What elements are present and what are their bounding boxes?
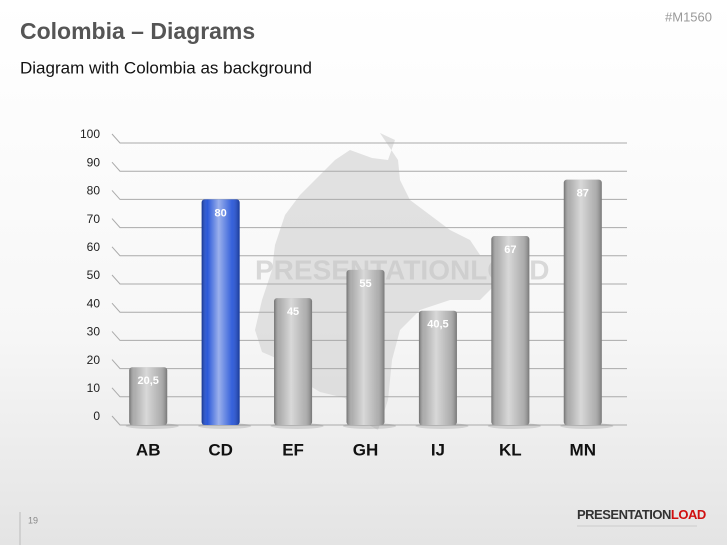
bar-shine (129, 367, 168, 425)
x-tick-label: CD (208, 440, 233, 459)
logo: PRESENTATIONLOAD (577, 507, 706, 522)
value-label: 87 (577, 188, 589, 200)
grid-line (111, 302, 627, 313)
y-tick-label: 10 (87, 381, 101, 395)
x-tick-label: KL (499, 440, 522, 459)
value-label: 45 (287, 306, 299, 318)
bar-shine (201, 199, 240, 425)
y-tick-label: 70 (87, 212, 101, 226)
bar-shine (491, 236, 530, 425)
title: Colombia – Diagrams (20, 18, 255, 44)
y-tick-label: 80 (87, 184, 101, 198)
page-number: 19 (28, 515, 38, 525)
x-tick-label: EF (282, 440, 304, 459)
x-tick-label: AB (136, 440, 161, 459)
grid-line (111, 218, 627, 229)
y-tick-label: 30 (87, 325, 101, 339)
y-tick-label: 50 (87, 268, 101, 282)
subtitle: Diagram with Colombia as background (20, 58, 312, 77)
chart: 0 10 20 30 40 50 60 70 80 90 100 AB 20,5 CD 80 EF 45 GH 55… (80, 127, 627, 459)
grid-line (111, 387, 627, 398)
value-label: 20,5 (138, 375, 159, 387)
y-tick-label: 20 (87, 353, 101, 367)
grid-line (111, 331, 627, 341)
y-tick-label: 60 (87, 240, 101, 254)
grid-line (111, 274, 627, 285)
y-tick-label: 40 (87, 296, 101, 310)
value-label: 55 (359, 278, 371, 290)
logo-b: LOAD (671, 507, 706, 522)
y-tick-label: 0 (93, 409, 100, 423)
bar-shine (418, 310, 457, 425)
value-label: 80 (215, 207, 227, 219)
y-tick-label: 100 (80, 127, 100, 141)
grid-line (111, 161, 627, 172)
grid-line (111, 246, 627, 257)
value-label: 40,5 (427, 319, 448, 331)
y-tick-label: 90 (87, 155, 101, 169)
grid-line (111, 359, 627, 370)
logo-a: PRESENTATION (577, 507, 671, 522)
bar-shine (346, 269, 385, 425)
bar-shine (563, 179, 602, 425)
grid-line (111, 190, 627, 200)
value-label: 67 (504, 244, 516, 256)
slide-code: #M1560 (665, 9, 712, 24)
x-tick-label: MN (570, 440, 596, 459)
x-tick-label: IJ (431, 440, 445, 459)
x-tick-label: GH (353, 440, 379, 459)
grid-line (111, 415, 627, 426)
grid-line (111, 133, 627, 144)
bar-shine (274, 298, 313, 425)
